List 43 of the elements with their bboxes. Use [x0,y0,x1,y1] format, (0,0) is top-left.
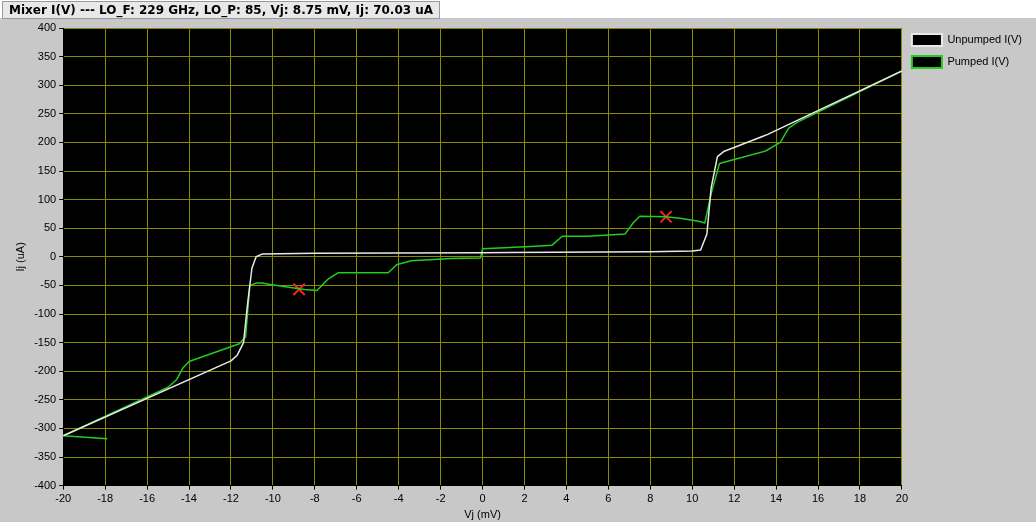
y-tick-label: 300 [37,78,57,91]
legend-label: Unpumped I(V) [947,33,1023,46]
y-tick-label: -350 [34,450,57,463]
x-tick-label: 18 [853,492,867,505]
x-tick-label: 4 [563,492,570,505]
x-tick-label: -12 [223,492,239,505]
x-tick-label: -2 [435,492,446,505]
y-tick-label: -250 [34,392,57,405]
y-tick-label: -400 [34,478,57,491]
y-tick-label: 200 [37,135,57,148]
x-tick-label: -10 [264,492,281,505]
y-tick-label: 0 [50,249,57,262]
y-tick-label: -50 [40,278,57,291]
x-tick-label: -4 [393,492,404,505]
x-axis-title: Vj (mV) [464,508,501,521]
y-tick-label: -200 [34,364,57,377]
x-tick-label: 8 [647,492,654,505]
x-tick-label: 6 [605,492,612,505]
x-tick-label: 10 [686,492,699,505]
x-tick-label: -18 [97,492,114,505]
y-tick-label: 400 [37,21,57,34]
y-tick-label: 350 [37,49,57,62]
y-axis-title: Ij (uA) [13,242,26,272]
y-tick-label: -150 [34,335,57,348]
legend-label: Pumped I(V) [947,55,1010,68]
y-tick-label: -100 [34,307,57,320]
x-tick-label: 12 [728,492,741,505]
x-tick-label: -20 [55,492,72,505]
x-tick-label: -8 [309,492,320,505]
y-tick-label: 250 [37,106,57,119]
y-tick-label: -300 [34,421,57,434]
x-tick-label: 20 [895,492,909,505]
x-tick-label: 16 [811,492,825,505]
chart-title: Mixer I(V) --- LO_F: 229 GHz, LO_P: 85, Vj: 8.75 mV, Ij: 70.03 uA [2,1,441,19]
x-tick-label: 0 [479,492,486,505]
x-tick-label: 14 [769,492,783,505]
x-tick-label: -14 [181,492,197,505]
x-tick-label: -6 [351,492,362,505]
y-tick-label: 50 [43,221,57,234]
x-tick-label: 2 [521,492,528,505]
y-tick-label: 100 [37,192,57,205]
y-tick-label: 150 [37,164,57,177]
x-tick-label: -16 [139,492,156,505]
